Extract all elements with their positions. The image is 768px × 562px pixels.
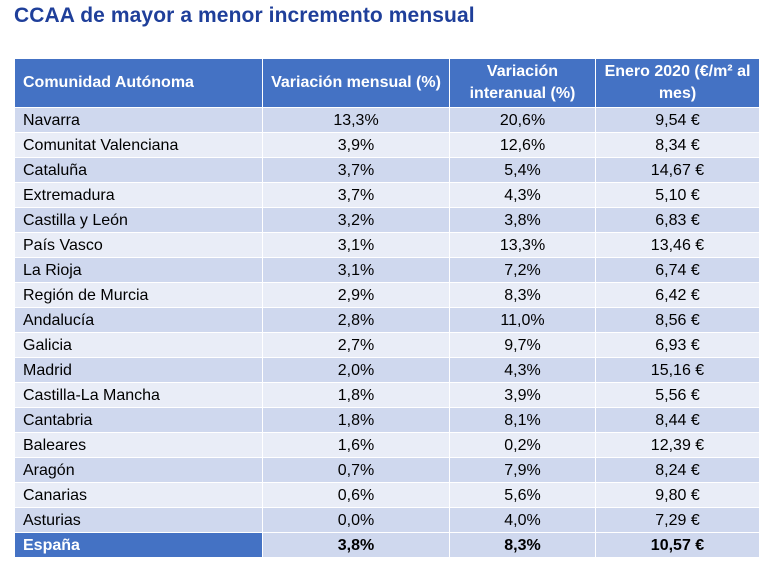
total-cell-variacion-mensual: 3,8% <box>262 532 450 558</box>
table-row: La Rioja 3,1% 7,2% 6,74 € <box>14 257 760 283</box>
cell-precio-enero: 8,56 € <box>595 307 760 333</box>
header-variacion-interanual: Variación interanual (%) <box>449 58 596 108</box>
table-row: Navarra 13,3% 20,6% 9,54 € <box>14 107 760 133</box>
cell-precio-enero: 9,54 € <box>595 107 760 133</box>
cell-variacion-mensual: 2,7% <box>262 332 450 358</box>
cell-precio-enero: 6,42 € <box>595 282 760 308</box>
cell-variacion-mensual: 0,0% <box>262 507 450 533</box>
total-cell-comunidad: España <box>14 532 263 558</box>
table-row: Cantabria 1,8% 8,1% 8,44 € <box>14 407 760 433</box>
cell-precio-enero: 14,67 € <box>595 157 760 183</box>
total-cell-precio-enero: 10,57 € <box>595 532 760 558</box>
cell-variacion-interanual: 20,6% <box>449 107 596 133</box>
rental-price-table: Comunidad Autónoma Variación mensual (%)… <box>14 58 760 558</box>
cell-variacion-interanual: 7,9% <box>449 457 596 483</box>
total-cell-variacion-interanual: 8,3% <box>449 532 596 558</box>
page-title: CCAA de mayor a menor incremento mensual <box>14 4 475 27</box>
cell-variacion-mensual: 3,2% <box>262 207 450 233</box>
table-row: Comunitat Valenciana 3,9% 12,6% 8,34 € <box>14 132 760 158</box>
cell-variacion-interanual: 4,3% <box>449 357 596 383</box>
cell-variacion-mensual: 3,7% <box>262 157 450 183</box>
cell-comunidad: Canarias <box>14 482 263 508</box>
table-row: Galicia 2,7% 9,7% 6,93 € <box>14 332 760 358</box>
cell-precio-enero: 15,16 € <box>595 357 760 383</box>
cell-comunidad: Cataluña <box>14 157 263 183</box>
cell-variacion-mensual: 0,6% <box>262 482 450 508</box>
cell-variacion-mensual: 2,0% <box>262 357 450 383</box>
cell-precio-enero: 9,80 € <box>595 482 760 508</box>
cell-variacion-interanual: 13,3% <box>449 232 596 258</box>
cell-precio-enero: 5,10 € <box>595 182 760 208</box>
cell-comunidad: Navarra <box>14 107 263 133</box>
cell-variacion-interanual: 5,6% <box>449 482 596 508</box>
table-row: País Vasco 3,1% 13,3% 13,46 € <box>14 232 760 258</box>
cell-precio-enero: 8,34 € <box>595 132 760 158</box>
table-row: Asturias 0,0% 4,0% 7,29 € <box>14 507 760 533</box>
cell-variacion-interanual: 4,0% <box>449 507 596 533</box>
cell-variacion-mensual: 0,7% <box>262 457 450 483</box>
cell-variacion-mensual: 1,6% <box>262 432 450 458</box>
cell-precio-enero: 7,29 € <box>595 507 760 533</box>
cell-precio-enero: 12,39 € <box>595 432 760 458</box>
cell-variacion-mensual: 1,8% <box>262 407 450 433</box>
header-comunidad: Comunidad Autónoma <box>14 58 263 108</box>
cell-variacion-interanual: 11,0% <box>449 307 596 333</box>
table-row: Canarias 0,6% 5,6% 9,80 € <box>14 482 760 508</box>
cell-precio-enero: 8,44 € <box>595 407 760 433</box>
cell-precio-enero: 6,74 € <box>595 257 760 283</box>
table-row: Baleares 1,6% 0,2% 12,39 € <box>14 432 760 458</box>
cell-variacion-interanual: 5,4% <box>449 157 596 183</box>
cell-variacion-interanual: 4,3% <box>449 182 596 208</box>
cell-comunidad: Asturias <box>14 507 263 533</box>
table-row: Madrid 2,0% 4,3% 15,16 € <box>14 357 760 383</box>
cell-variacion-mensual: 3,7% <box>262 182 450 208</box>
cell-comunidad: Baleares <box>14 432 263 458</box>
cell-variacion-interanual: 3,8% <box>449 207 596 233</box>
table-row: Aragón 0,7% 7,9% 8,24 € <box>14 457 760 483</box>
cell-comunidad: Galicia <box>14 332 263 358</box>
cell-comunidad: Andalucía <box>14 307 263 333</box>
cell-variacion-interanual: 7,2% <box>449 257 596 283</box>
cell-comunidad: Región de Murcia <box>14 282 263 308</box>
cell-comunidad: Cantabria <box>14 407 263 433</box>
cell-comunidad: Madrid <box>14 357 263 383</box>
cell-precio-enero: 5,56 € <box>595 382 760 408</box>
cell-comunidad: Castilla y León <box>14 207 263 233</box>
header-variacion-mensual: Variación mensual (%) <box>262 58 450 108</box>
table-row: Castilla-La Mancha 1,8% 3,9% 5,56 € <box>14 382 760 408</box>
cell-comunidad: Comunitat Valenciana <box>14 132 263 158</box>
cell-variacion-mensual: 3,1% <box>262 257 450 283</box>
cell-variacion-mensual: 1,8% <box>262 382 450 408</box>
table-row: Andalucía 2,8% 11,0% 8,56 € <box>14 307 760 333</box>
cell-precio-enero: 6,93 € <box>595 332 760 358</box>
table-row: Castilla y León 3,2% 3,8% 6,83 € <box>14 207 760 233</box>
cell-variacion-mensual: 13,3% <box>262 107 450 133</box>
cell-comunidad: Extremadura <box>14 182 263 208</box>
cell-precio-enero: 8,24 € <box>595 457 760 483</box>
header-enero-2020: Enero 2020 (€/m² al mes) <box>595 58 760 108</box>
cell-comunidad: Aragón <box>14 457 263 483</box>
cell-variacion-interanual: 12,6% <box>449 132 596 158</box>
cell-comunidad: Castilla-La Mancha <box>14 382 263 408</box>
cell-variacion-mensual: 3,1% <box>262 232 450 258</box>
cell-variacion-interanual: 0,2% <box>449 432 596 458</box>
cell-precio-enero: 13,46 € <box>595 232 760 258</box>
cell-variacion-mensual: 2,8% <box>262 307 450 333</box>
cell-comunidad: País Vasco <box>14 232 263 258</box>
table-row: Cataluña 3,7% 5,4% 14,67 € <box>14 157 760 183</box>
cell-variacion-mensual: 2,9% <box>262 282 450 308</box>
cell-comunidad: La Rioja <box>14 257 263 283</box>
table-row: Extremadura 3,7% 4,3% 5,10 € <box>14 182 760 208</box>
cell-variacion-mensual: 3,9% <box>262 132 450 158</box>
table-row: Región de Murcia 2,9% 8,3% 6,42 € <box>14 282 760 308</box>
table-header-row: Comunidad Autónoma Variación mensual (%)… <box>14 58 760 108</box>
cell-variacion-interanual: 8,3% <box>449 282 596 308</box>
table-total-row: España 3,8% 8,3% 10,57 € <box>14 532 760 558</box>
cell-variacion-interanual: 9,7% <box>449 332 596 358</box>
cell-variacion-interanual: 8,1% <box>449 407 596 433</box>
cell-variacion-interanual: 3,9% <box>449 382 596 408</box>
cell-precio-enero: 6,83 € <box>595 207 760 233</box>
